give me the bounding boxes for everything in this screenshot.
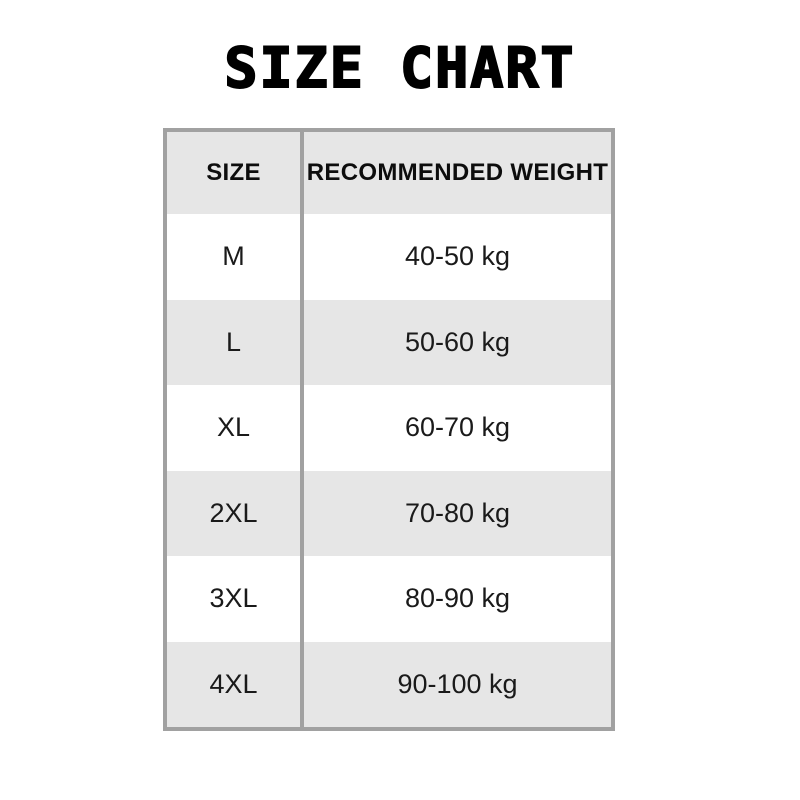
header-cell-size: SIZE [167,132,304,214]
table-row: L 50-60 kg [167,299,611,385]
table-row: 2XL 70-80 kg [167,470,611,556]
weight-cell: 90-100 kg [397,668,518,699]
size-cell: XL [167,385,304,471]
table-row: M 40-50 kg [167,214,611,300]
weight-cell: 60-70 kg [404,412,511,443]
weight-cell: 50-60 kg [404,326,511,357]
size-cell: 2XL [167,470,304,556]
size-cell: 4XL [167,641,304,727]
size-cell: M [167,214,304,300]
table-header-row: SIZE RECOMMENDED WEIGHT [167,132,611,214]
size-cell: L [167,299,304,385]
table-row: 4XL 90-100 kg [167,641,611,727]
size-cell: 3XL [167,556,304,642]
header-cell-recommended-weight: RECOMMENDED WEIGHT [306,159,609,186]
page-title: SIZE CHART [223,35,576,101]
weight-cell: 80-90 kg [404,583,511,614]
weight-cell: 70-80 kg [404,497,511,528]
table-row: XL 60-70 kg [167,385,611,471]
size-chart-table: SIZE RECOMMENDED WEIGHT M 40-50 kg L 50-… [163,128,615,731]
weight-cell: 40-50 kg [404,241,511,272]
table-row: 3XL 80-90 kg [167,556,611,642]
